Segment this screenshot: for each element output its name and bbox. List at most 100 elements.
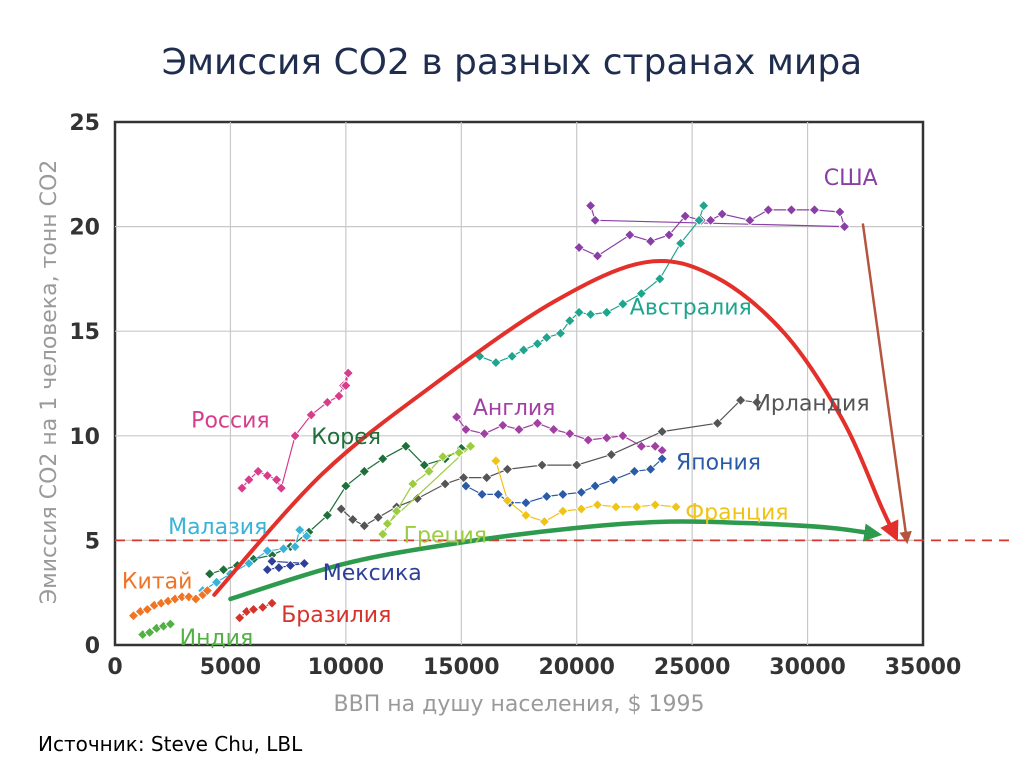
data-point — [460, 480, 472, 492]
data-point — [635, 287, 647, 300]
data-point — [305, 409, 317, 421]
data-point — [520, 509, 532, 521]
series-line — [578, 205, 846, 257]
x-tick-label: 0 — [107, 655, 122, 680]
data-point — [663, 229, 675, 241]
data-point — [785, 204, 797, 216]
data-point — [358, 465, 370, 477]
data-point — [735, 394, 747, 406]
series-label: США — [824, 166, 878, 191]
data-point — [513, 423, 525, 436]
series-label: Бразилия — [281, 603, 391, 628]
data-point — [589, 480, 601, 492]
data-point — [601, 306, 613, 318]
series-Ирландия — [335, 394, 763, 532]
data-point — [266, 597, 278, 609]
data-point — [391, 505, 403, 517]
data-point — [582, 434, 594, 446]
data-point — [423, 465, 435, 477]
data-point — [575, 503, 587, 515]
data-point — [585, 200, 597, 212]
data-point — [257, 601, 269, 613]
data-point — [261, 545, 273, 557]
data-point — [518, 344, 530, 356]
data-point — [481, 472, 493, 484]
series-label: Греция — [404, 523, 487, 548]
series-label: Китай — [122, 570, 193, 595]
data-point — [247, 603, 260, 616]
data-point — [575, 486, 587, 498]
data-point — [834, 206, 846, 218]
data-point — [554, 327, 567, 339]
data-point — [571, 459, 583, 471]
data-point — [377, 453, 389, 465]
data-point — [490, 357, 502, 369]
data-point — [411, 492, 423, 505]
data-point — [243, 557, 255, 569]
data-point — [564, 315, 576, 327]
x-tick-label: 5000 — [200, 655, 261, 680]
data-point — [536, 459, 548, 471]
data-point — [631, 501, 643, 513]
data-point — [144, 626, 156, 639]
x-tick-label: 20000 — [538, 655, 615, 680]
data-point — [573, 241, 585, 254]
data-point — [164, 618, 176, 630]
data-point — [321, 396, 333, 408]
data-point — [808, 204, 821, 216]
x-tick-label: 25000 — [654, 655, 731, 680]
series-Россия — [236, 367, 354, 494]
data-point — [624, 229, 636, 241]
series-label: Малазия — [168, 515, 267, 540]
y-tick-label: 25 — [69, 111, 100, 136]
data-point — [501, 463, 514, 475]
data-point — [261, 564, 273, 576]
data-point — [716, 208, 728, 220]
data-point — [645, 463, 657, 475]
series-Греция — [377, 440, 477, 540]
data-point — [358, 520, 370, 532]
series-label: Корея — [311, 425, 381, 450]
data-point — [705, 214, 717, 226]
data-point — [437, 451, 449, 463]
data-point — [601, 432, 613, 444]
data-point — [506, 350, 518, 362]
data-point — [204, 568, 216, 580]
data-point — [591, 250, 604, 262]
ticks-layer: 0 5000 10000 15000 20000 25000 30000 35000 0 5 10 1… — [69, 111, 961, 680]
series-label: Ирландия — [754, 392, 869, 417]
data-point — [211, 576, 223, 588]
data-point — [693, 214, 705, 226]
data-point — [838, 221, 851, 233]
data-point — [531, 338, 544, 350]
x-tick-label: 10000 — [308, 655, 385, 680]
x-tick-label: 35000 — [885, 655, 962, 680]
series-Англия — [451, 411, 668, 457]
data-point — [340, 380, 352, 392]
data-point — [698, 200, 710, 212]
data-point — [400, 440, 412, 452]
y-tick-label: 5 — [85, 529, 100, 554]
series-Япония — [460, 453, 668, 509]
y-axis-title: Эмиссия CO2 на 1 человека, тонн CO2 — [37, 160, 62, 605]
data-point — [490, 455, 502, 467]
y-tick-label: 20 — [69, 216, 100, 241]
y-tick-label: 10 — [69, 425, 100, 450]
data-point — [656, 453, 668, 465]
data-point — [497, 419, 509, 431]
data-point — [234, 612, 246, 624]
data-point — [407, 478, 419, 490]
data-point — [548, 423, 560, 436]
data-point — [557, 488, 569, 500]
red-curve-arrow — [212, 258, 899, 597]
data-point — [301, 530, 313, 542]
data-point — [605, 449, 617, 461]
page-title: Эмиссия CO2 в разных странах мира — [161, 42, 863, 83]
data-point — [654, 273, 666, 285]
data-point — [451, 411, 463, 423]
data-point — [476, 488, 488, 500]
series-label: Австралия — [630, 295, 752, 320]
series-line — [479, 205, 705, 364]
data-point — [645, 235, 657, 247]
series-Китай — [127, 585, 213, 622]
